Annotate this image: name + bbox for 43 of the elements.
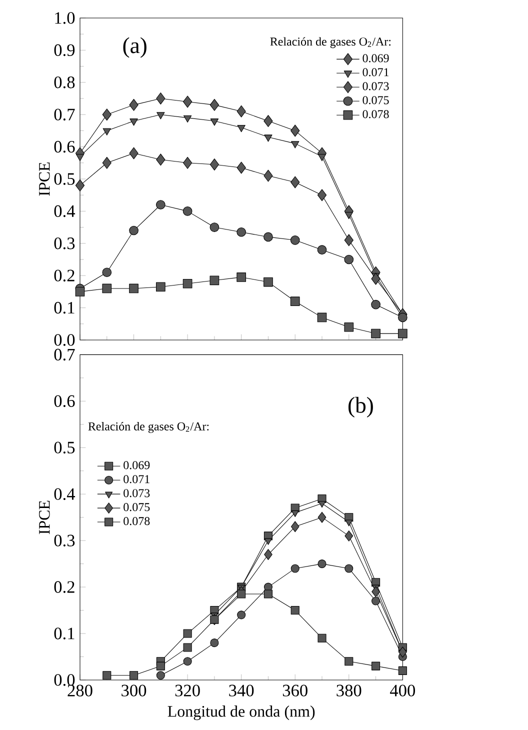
y-axis-title: IPCE (39, 162, 50, 196)
legend-label: 0.075 (362, 96, 389, 104)
legend-label: 0.078 (362, 110, 389, 118)
y-tick-label: 0.9 (54, 44, 75, 56)
legend-label: 0.073 (362, 82, 389, 90)
y-tick-label: 0.3 (54, 238, 75, 250)
y-tick-label: 1.0 (55, 12, 75, 24)
x-tick-label: 380 (336, 684, 362, 696)
y-tick-label: 0.6 (54, 140, 75, 153)
x-tick-label: 300 (122, 684, 146, 696)
x-axis-title: Longitud de onda (nm) (168, 706, 315, 720)
y-tick-label: 0.6 (54, 395, 75, 408)
y-tick-label: 0.1 (54, 302, 74, 314)
y-tick-label: 0.1 (54, 628, 74, 640)
legend-label: 0.071 (362, 68, 389, 76)
y-tick-label: 0.4 (54, 488, 76, 500)
legend-title: Relación de gases O$_{2}$/Ar: (88, 422, 209, 433)
legend-label: 0.073 (124, 489, 150, 498)
legend-label: 0.069 (124, 461, 150, 470)
legend-label: 0.069 (362, 54, 389, 62)
x-tick-label: 340 (229, 684, 254, 696)
y-tick-label: 0.7 (54, 108, 75, 120)
y-axis-title: IPCE (39, 500, 50, 534)
legend-label: 0.075 (124, 503, 150, 512)
y-tick-label: 0.3 (54, 534, 75, 546)
y-tick-label: 0.4 (54, 205, 76, 218)
text: (b) (348, 396, 373, 418)
legend-title: Relación de gases O$_{2}$/Ar: (270, 37, 391, 48)
y-tick-label: 0.0 (54, 334, 75, 346)
x-tick-label: 400 (390, 684, 416, 696)
legend-label: 0.071 (124, 475, 150, 484)
y-tick-label: 0.2 (54, 270, 74, 282)
y-tick-label: 0.0 (54, 674, 75, 686)
y-tick-label: 0.8 (54, 76, 75, 88)
y-tick-label: 0.5 (54, 442, 75, 454)
y-tick-label: 0.2 (54, 581, 74, 593)
legend-label: 0.078 (124, 517, 150, 526)
x-tick-label: 320 (175, 684, 200, 696)
text: (a) (123, 37, 146, 58)
y-tick-label: 0.7 (54, 348, 75, 361)
y-tick-label: 0.5 (54, 173, 75, 185)
x-tick-label: 360 (282, 684, 308, 696)
x-tick-label: 280 (68, 684, 92, 696)
